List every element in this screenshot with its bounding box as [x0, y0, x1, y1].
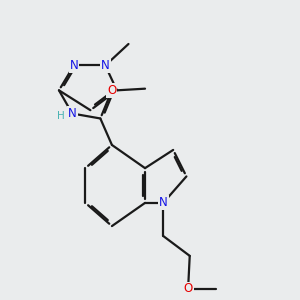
- Text: N: N: [101, 59, 110, 72]
- Text: N: N: [159, 196, 168, 209]
- Text: O: O: [107, 84, 117, 97]
- Text: O: O: [183, 283, 193, 296]
- Text: N: N: [70, 59, 78, 72]
- Text: H: H: [57, 111, 65, 122]
- Text: N: N: [68, 107, 76, 120]
